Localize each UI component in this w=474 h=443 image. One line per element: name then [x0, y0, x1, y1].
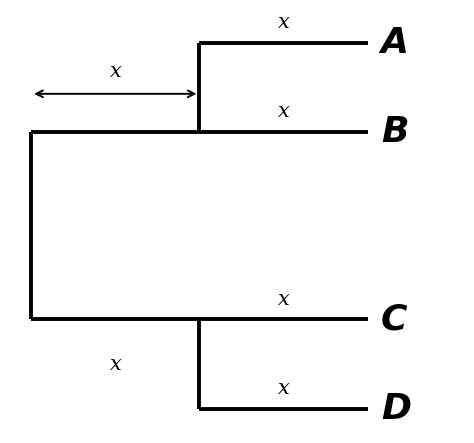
Text: x: x [278, 379, 289, 398]
Text: B: B [381, 115, 408, 149]
Text: x: x [109, 62, 121, 81]
Text: C: C [381, 303, 407, 336]
Text: D: D [381, 392, 411, 426]
Text: x: x [278, 102, 289, 121]
Text: A: A [381, 26, 409, 60]
Text: x: x [278, 13, 289, 32]
Text: x: x [278, 290, 289, 309]
Text: x: x [109, 354, 121, 373]
